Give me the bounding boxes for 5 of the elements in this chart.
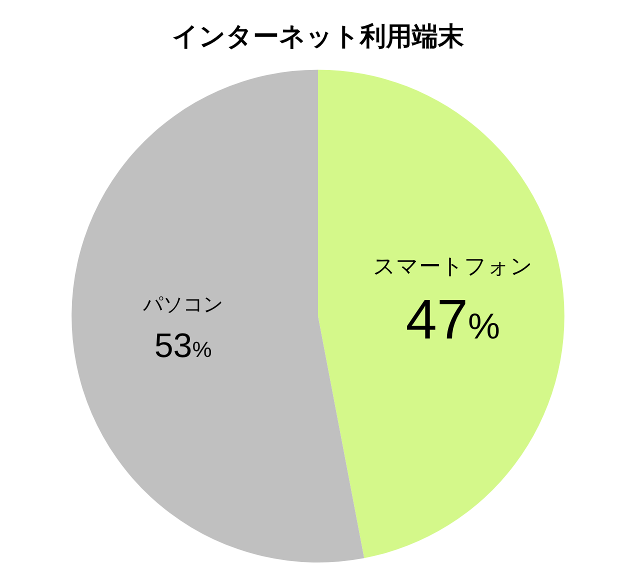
slice-label: スマートフォン bbox=[372, 253, 533, 278]
data-label: 47% bbox=[406, 287, 500, 350]
data-label: 53% bbox=[154, 326, 212, 365]
chart-title: インターネット利用端末 bbox=[172, 20, 464, 51]
slice-label: パソコン bbox=[142, 294, 224, 316]
